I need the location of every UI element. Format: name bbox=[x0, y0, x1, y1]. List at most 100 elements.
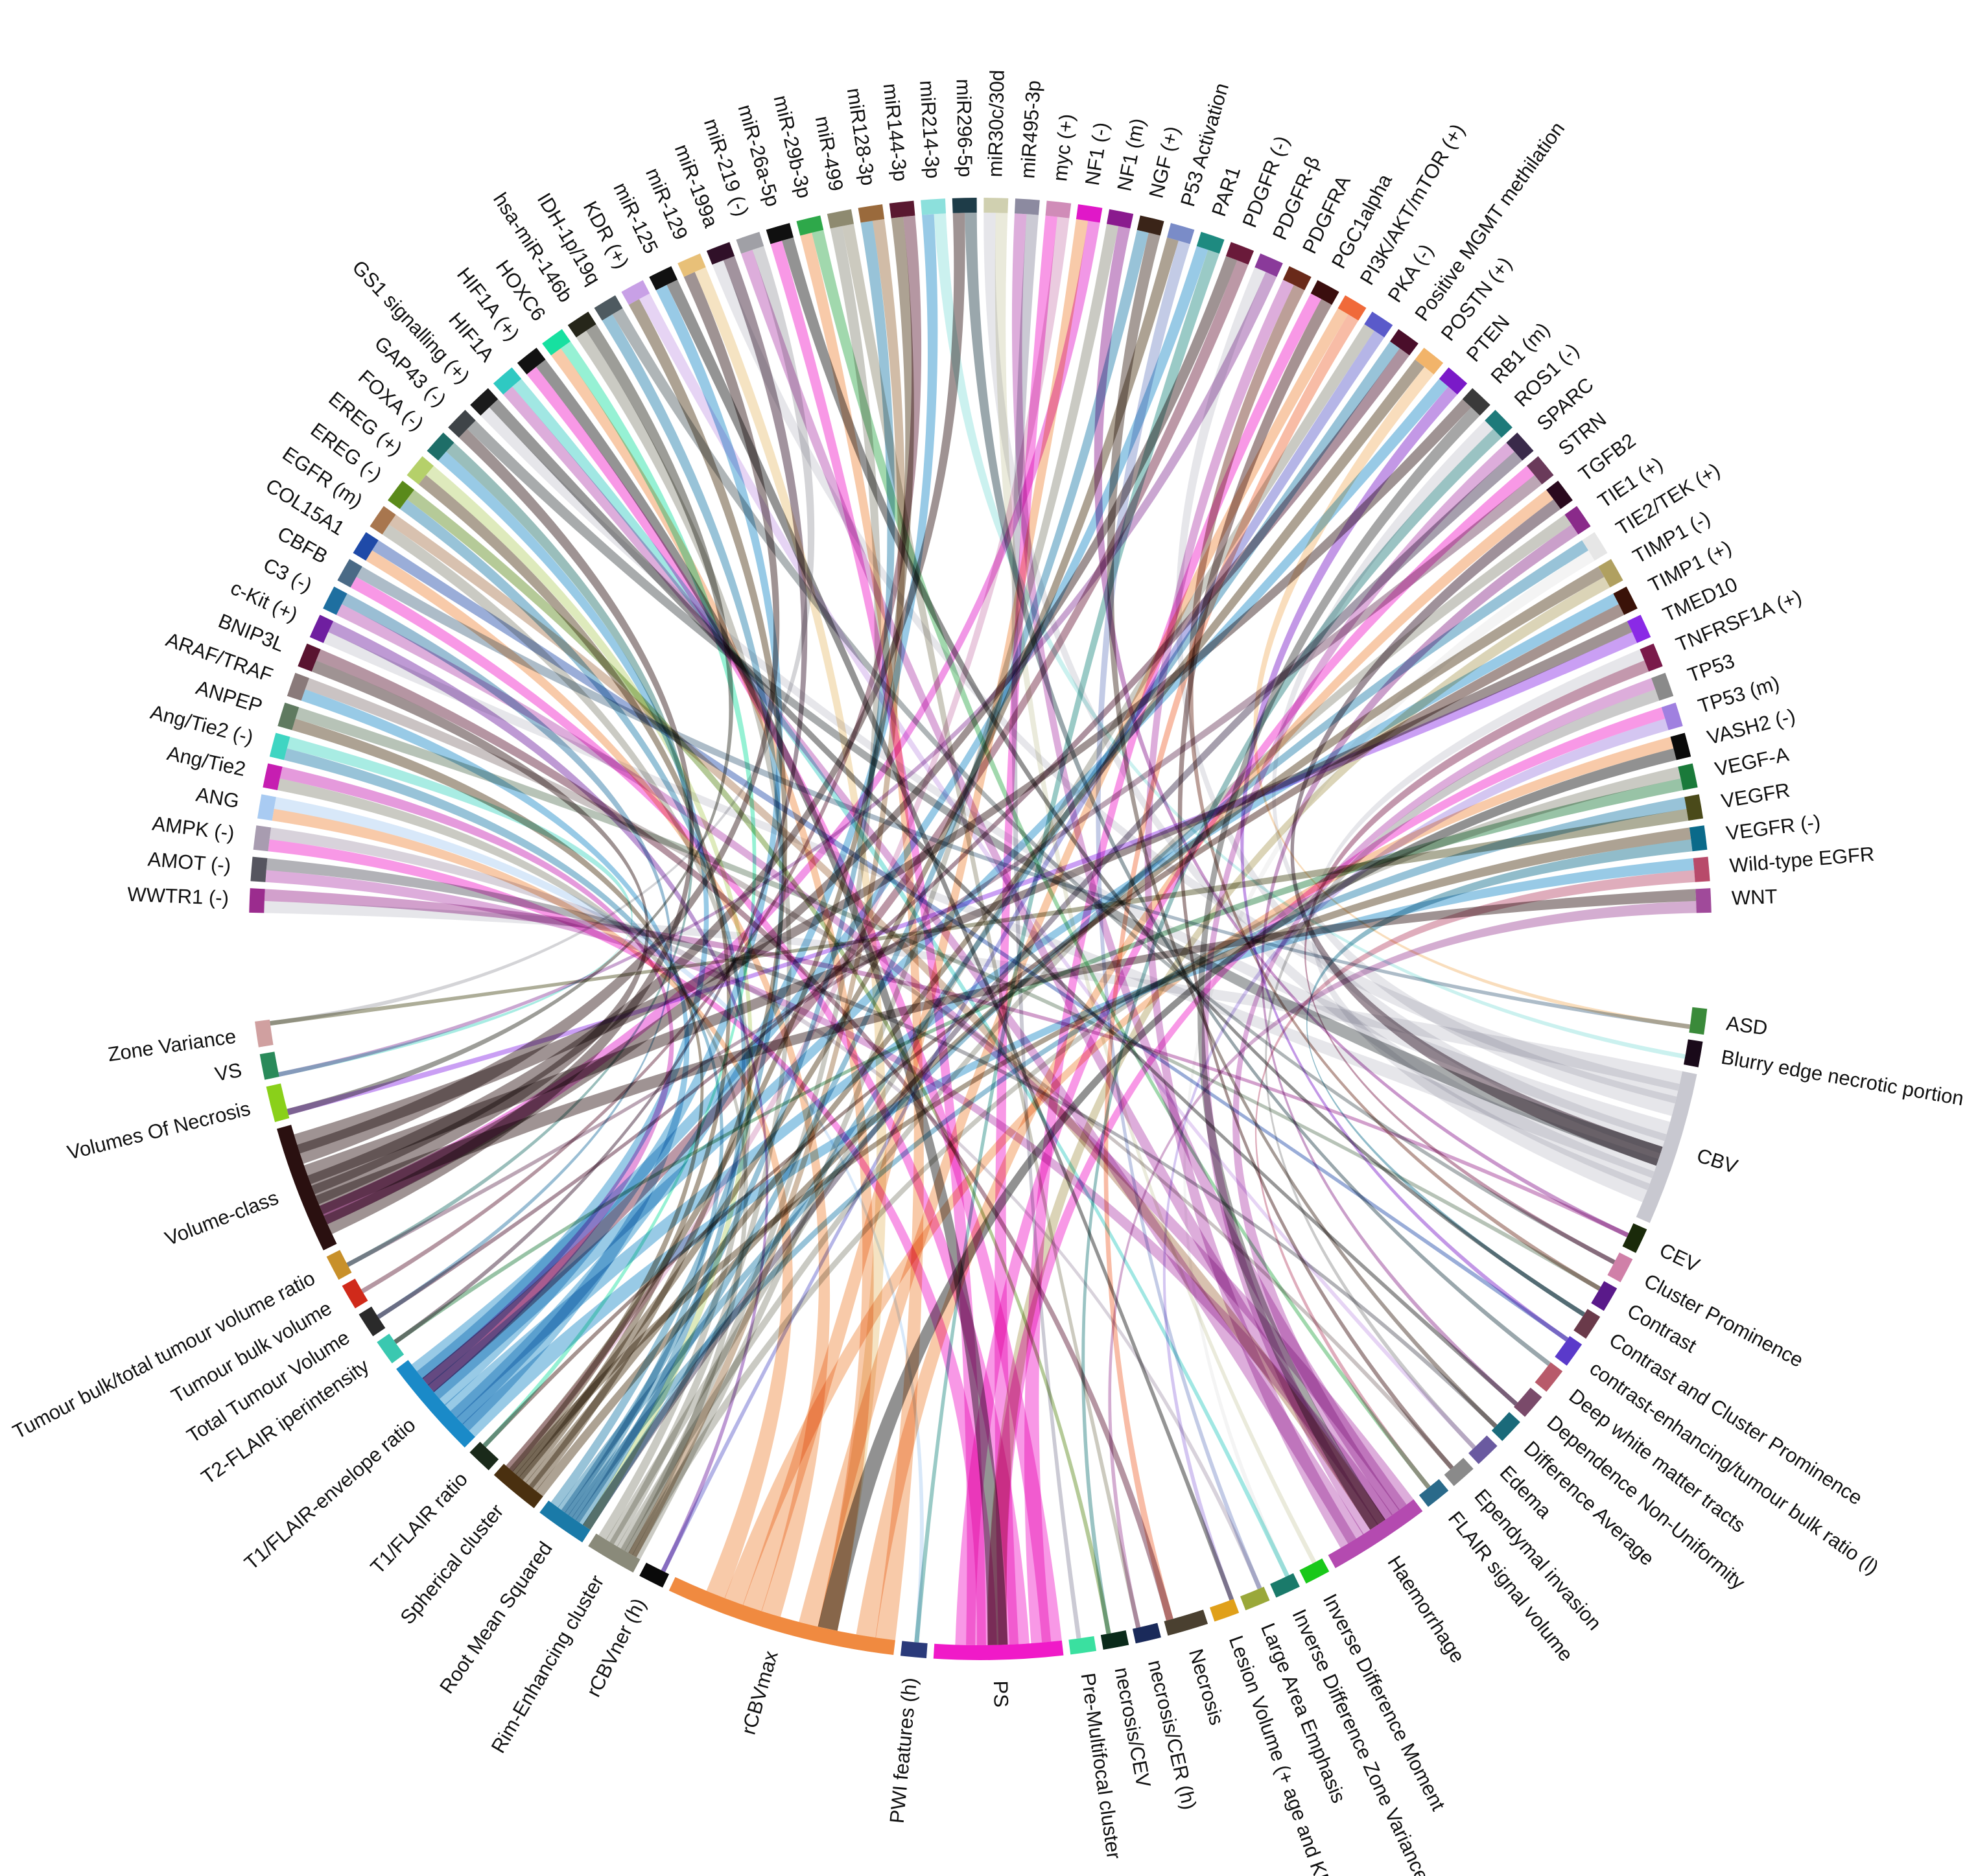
segment-t2-flair-iperintensity bbox=[377, 1333, 405, 1364]
segment-rim-enhancing-cluster bbox=[588, 1533, 641, 1573]
segment-label-mir144-3p: miR144-3p bbox=[879, 82, 912, 183]
label-layer: WWTR1 (-)AMOT (-)AMPK (-)ANGAng/Tie2Ang/… bbox=[9, 69, 1966, 1876]
segment-total-tumour-volume bbox=[359, 1306, 386, 1337]
segment-pdgfr bbox=[1225, 242, 1254, 265]
segment-vegf-a bbox=[1678, 763, 1698, 791]
segment-label-nf1-m: NF1 (m) bbox=[1113, 116, 1149, 193]
segment-mir-26a-5p bbox=[766, 222, 794, 244]
ribbon-c-kit-to-cbv bbox=[323, 632, 1659, 1178]
segment-cbv bbox=[1636, 1071, 1697, 1223]
ribbon-mir-129-to-volume-class bbox=[297, 272, 780, 1164]
ribbon-tnfrsf1a-to-cbv bbox=[1310, 649, 1650, 1202]
ribbon-c3-to-total-tumour-volume bbox=[342, 593, 672, 1319]
segment-volume-class bbox=[276, 1125, 337, 1250]
segment-label-cev: CEV bbox=[1656, 1239, 1703, 1277]
segment-contrast bbox=[1591, 1281, 1618, 1311]
ribbon-tie1-to-dependence-non-uniformity bbox=[1261, 524, 1579, 1406]
segment-positive-mgmt-methilation bbox=[1390, 329, 1419, 356]
segment-label-vegf-a: VEGF-A bbox=[1713, 743, 1791, 781]
segment-ereg bbox=[406, 456, 434, 485]
segment-label-mir-499: miR-499 bbox=[811, 114, 848, 193]
segment-rb1-m bbox=[1462, 388, 1490, 416]
segment-ngf bbox=[1136, 215, 1164, 236]
segment-gs1-signalling bbox=[470, 388, 499, 416]
segment-label-pwi-features-h: PWI features (h) bbox=[886, 1676, 921, 1824]
segment-p53-activation bbox=[1167, 222, 1195, 244]
segment-necrosis-cev bbox=[1100, 1630, 1129, 1650]
segment-layer bbox=[249, 198, 1712, 1660]
segment-label-zone-variance: Zone Variance bbox=[106, 1025, 237, 1066]
segment-t1-flair-envelope-ratio bbox=[396, 1359, 475, 1448]
segment-haemorrhage bbox=[1328, 1499, 1423, 1569]
segment-mir296-5p bbox=[952, 198, 977, 213]
segment-label-ps: PS bbox=[989, 1680, 1013, 1707]
segment-label-vegfr: VEGFR (-) bbox=[1725, 810, 1822, 845]
ribbon-pka-to-rim-enhancing-cluster bbox=[606, 324, 1374, 1545]
segment-root-mean-squared bbox=[539, 1500, 591, 1543]
segment-araf-traf bbox=[287, 672, 309, 701]
segment-blurry-edge-necrotic-portion bbox=[1684, 1039, 1703, 1068]
segment-ang bbox=[257, 794, 276, 821]
segment-rcbvner-h bbox=[639, 1562, 670, 1588]
segment-tp53 bbox=[1651, 672, 1674, 701]
segment-label-blurry-edge-necrotic-portion: Blurry edge necrotic portion bbox=[1719, 1046, 1965, 1110]
segment-pi3k-akt-mtor bbox=[1337, 295, 1367, 321]
segment-label-anpep: ANPEP bbox=[193, 676, 265, 718]
segment-nf1 bbox=[1076, 204, 1103, 223]
segment-col15a1 bbox=[353, 532, 379, 561]
ribbon-pten-to-contrast-enhancing-tumour-bulk-ratio-l bbox=[1240, 386, 1569, 1342]
segment-vegfr bbox=[1689, 825, 1708, 852]
segment-label-nf1: NF1 (-) bbox=[1081, 121, 1113, 187]
segment-mir214-3p bbox=[921, 198, 947, 215]
segment-label-mir214-3p: miR214-3p bbox=[915, 80, 945, 180]
ribbon-mir495-3p-to-pre-multifocal-cluster bbox=[1011, 214, 1081, 1639]
segment-label-necrosis-cer-h: necrosis/CER (h) bbox=[1144, 1658, 1201, 1812]
segment-timp1 bbox=[1613, 586, 1638, 615]
segment-bnip3l bbox=[298, 643, 321, 672]
segment-vs bbox=[259, 1051, 279, 1080]
segment-label-par1: PAR1 bbox=[1207, 163, 1245, 219]
segment-contrast-enhancing-tumour-bulk-ratio-l bbox=[1555, 1335, 1583, 1366]
segment-label-vs: VS bbox=[213, 1059, 244, 1086]
segment-ang-tie2 bbox=[269, 733, 290, 760]
segment-ang-tie2 bbox=[263, 763, 283, 791]
segment-label-asd: ASD bbox=[1725, 1012, 1769, 1040]
segment-tie1 bbox=[1564, 506, 1591, 535]
ribbon-hoxc6-to-rcbvmax bbox=[550, 348, 874, 1631]
ribbon-postn-to-spherical-cluster bbox=[525, 359, 1425, 1489]
segment-cbfb bbox=[337, 559, 362, 588]
ribbon-mir296-5p-to-volume-class bbox=[307, 213, 965, 1195]
segment-label-vegfr: VEGFR bbox=[1719, 779, 1791, 812]
segment-flair-signal-volume bbox=[1419, 1479, 1449, 1507]
segment-spherical-cluster bbox=[493, 1464, 543, 1508]
segment-label-mir296-5p: miR296-5p bbox=[952, 78, 977, 177]
segment-tgfb2 bbox=[1546, 480, 1573, 510]
ribbon-tmed10-to-volume-class bbox=[303, 621, 1632, 1184]
segment-mir30c-30d bbox=[983, 198, 1009, 213]
ribbon-layer bbox=[264, 213, 1697, 1646]
segment-ereg bbox=[388, 480, 414, 510]
segment-pre-multifocal-cluster bbox=[1068, 1636, 1097, 1655]
ribbon-bnip3l-to-volume-class bbox=[311, 660, 649, 1204]
ribbon-mir-199a-to-t2-flair-iperintensity bbox=[394, 255, 808, 1344]
segment-hsa-mir-146b bbox=[567, 311, 596, 338]
segment-large-area-emphasis bbox=[1240, 1586, 1270, 1611]
segment-tie2-tek bbox=[1582, 532, 1608, 561]
segment-pgc1alpha bbox=[1310, 280, 1339, 305]
segment-nf1-m bbox=[1106, 209, 1134, 229]
segment-pdgfr bbox=[1254, 253, 1283, 277]
segment-mir-29b-3p bbox=[796, 215, 824, 236]
segment-cluster-prominence bbox=[1607, 1252, 1633, 1283]
segment-foxa bbox=[427, 432, 454, 461]
segment-myc bbox=[1045, 200, 1072, 218]
segment-label-mir495-3p: miR495-3p bbox=[1016, 80, 1045, 180]
segment-mir-125 bbox=[649, 266, 678, 290]
segment-pka bbox=[1364, 311, 1393, 338]
segment-label-wild-type-egfr: Wild-type EGFR bbox=[1728, 843, 1875, 877]
segment-tmed10 bbox=[1627, 615, 1651, 643]
segment-mir-499 bbox=[827, 209, 854, 229]
segment-hoxc6 bbox=[542, 329, 571, 356]
segment-wild-type-egfr bbox=[1693, 856, 1710, 882]
segment-sparc bbox=[1506, 432, 1534, 461]
segment-idh-1p-19q bbox=[594, 295, 623, 321]
